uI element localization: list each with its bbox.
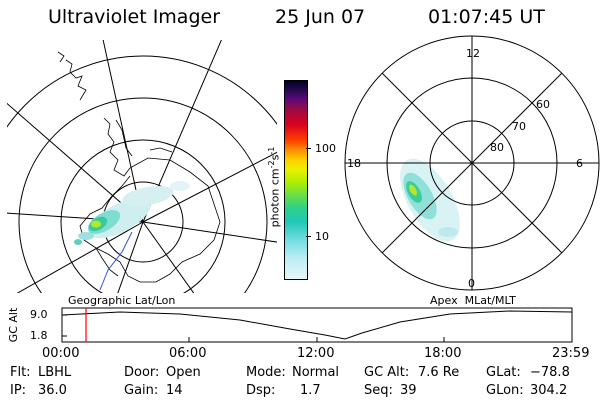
satellite-track xyxy=(99,231,133,291)
seq-label: Seq: xyxy=(364,383,393,398)
mlat-label-60: 60 xyxy=(536,98,550,111)
door-value: Open xyxy=(166,365,201,380)
ip-value: 36.0 xyxy=(38,383,67,398)
mlt-label-6: 6 xyxy=(576,157,583,170)
time-tick-2359: 23:59 xyxy=(552,346,590,361)
dsp-label: Dsp: xyxy=(246,383,276,398)
filter-value: LBHL xyxy=(38,365,72,380)
colorbar xyxy=(284,80,308,280)
time-tick-1800: 18:00 xyxy=(424,346,462,361)
time-tick-0000: 00:00 xyxy=(42,346,80,361)
gcalt-value: 7.6 Re xyxy=(418,365,460,380)
instrument-title: Ultraviolet Imager xyxy=(48,6,221,28)
ip-label: IP: xyxy=(10,383,27,398)
dsp-value: 1.7 xyxy=(300,383,321,398)
gcalt-label: GC Alt: xyxy=(364,365,410,380)
mode-value: Normal xyxy=(292,365,340,380)
filter-label: Flt: xyxy=(10,365,31,380)
time-tick-0600: 06:00 xyxy=(169,346,207,361)
colorbar-unit-label: photon cm-2s-1 xyxy=(267,146,282,228)
time-label: 01:07:45 UT xyxy=(428,6,545,28)
mlt-label-12: 12 xyxy=(466,47,480,60)
glat-value: −78.8 xyxy=(530,365,570,380)
glon-value: 304.2 xyxy=(530,383,568,398)
mlat-label-70: 70 xyxy=(512,120,526,133)
altitude-ylabel: GC Alt xyxy=(7,307,20,343)
altitude-curve xyxy=(61,310,573,340)
geo-map-caption: Geographic Lat/Lon xyxy=(68,294,176,307)
mode-label: Mode: xyxy=(246,365,286,380)
mlt-label-18: 18 xyxy=(347,157,361,170)
mlat-label-80: 80 xyxy=(490,141,504,154)
mlt-label-0: 0 xyxy=(468,277,475,290)
altitude-ytick-1-8: 1.8 xyxy=(30,329,48,342)
time-tick-1200: 12:00 xyxy=(297,346,335,361)
gain-value: 14 xyxy=(166,383,183,398)
colorbar-tick-10: 10 xyxy=(315,230,329,243)
apex-map-caption: Apex MLat/MLT xyxy=(430,294,516,307)
glon-label: GLon: xyxy=(486,383,524,398)
door-label: Door: xyxy=(124,365,160,380)
altitude-ytick-9: 9.0 xyxy=(30,308,48,321)
seq-value: 39 xyxy=(400,383,417,398)
glat-label: GLat: xyxy=(486,365,521,380)
colorbar-tick-100: 100 xyxy=(315,142,336,155)
date-label: 25 Jun 07 xyxy=(275,6,366,28)
gain-label: Gain: xyxy=(124,383,159,398)
